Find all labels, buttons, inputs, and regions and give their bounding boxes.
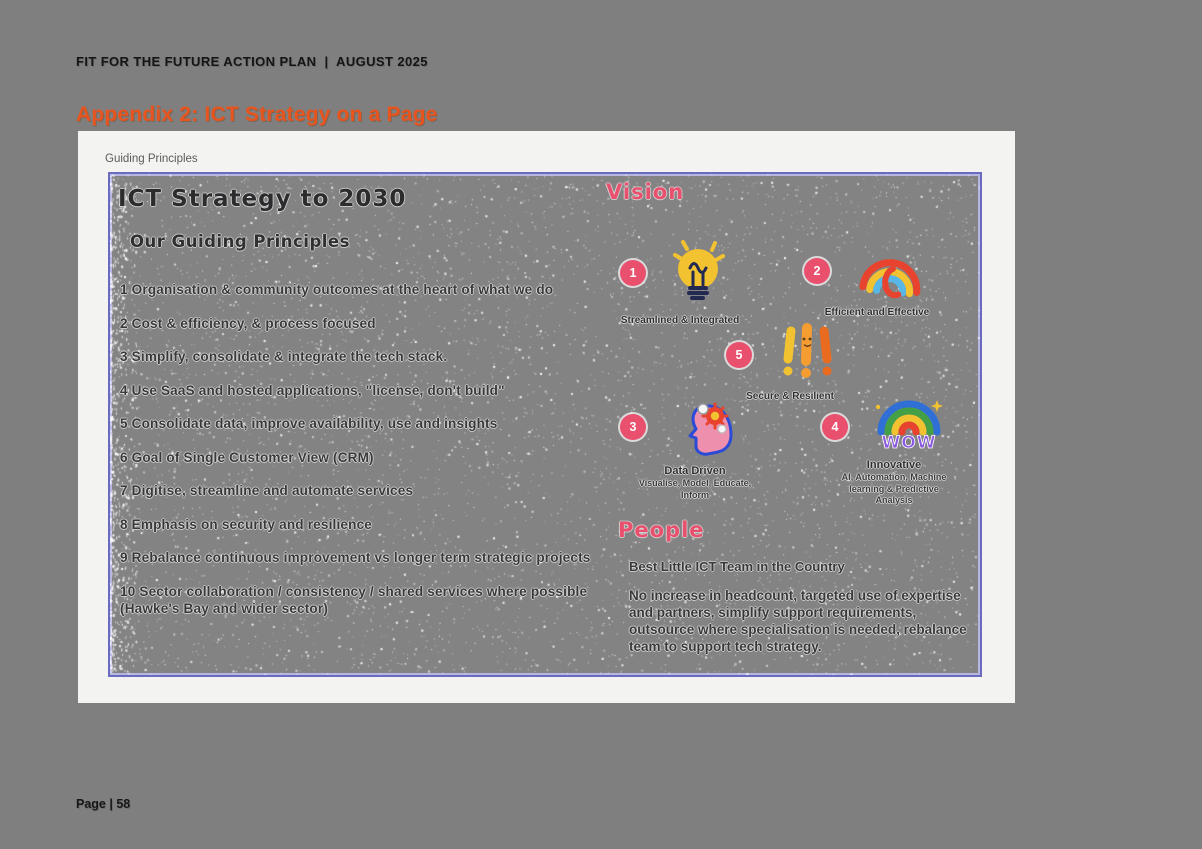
vision-item-sublabel: Visualise, Model, Educate, Inform xyxy=(638,478,752,500)
number-badge: 5 xyxy=(726,342,752,368)
number-badge: 1 xyxy=(620,260,646,286)
number-badge: 3 xyxy=(620,414,646,440)
principle-item: 10 Sector collaboration / consistency / … xyxy=(120,583,588,616)
principle-item: 4 Use SaaS and hosted applications, "lic… xyxy=(120,382,505,398)
people-body: No increase in headcount, targeted use o… xyxy=(629,588,967,654)
people-tagline: Best Little ICT Team in the Country xyxy=(629,559,845,574)
vision-item-label: Efficient and Effective xyxy=(824,307,930,318)
document-header: FIT FOR THE FUTURE ACTION PLAN | AUGUST … xyxy=(76,54,428,69)
principles-list: 1 Organisation & community outcomes at t… xyxy=(120,281,592,633)
page-number: Page | 58 xyxy=(76,797,131,811)
people-heading: People xyxy=(618,518,705,542)
slide-subtitle: Our Guiding Principles xyxy=(130,232,350,251)
vision-item-data-driven: 3 D xyxy=(610,394,780,501)
slide-title: ICT Strategy to 2030 xyxy=(118,186,407,212)
principle-item: 9 Rebalance continuous improvement vs lo… xyxy=(120,550,591,565)
principle-item: 5 Consolidate data, improve availability… xyxy=(120,416,498,431)
appendix-title: Appendix 2: ICT Strategy on a Page xyxy=(76,103,438,126)
vision-item-efficient: 2 Efficient and Effective xyxy=(782,240,972,318)
principle-item: 2 Cost & efficiency, & process focused xyxy=(120,315,376,331)
vision-item-streamlined: 1 xyxy=(588,232,772,326)
number-badge: 2 xyxy=(804,258,830,284)
wow-rainbow-icon: WOW xyxy=(844,394,974,457)
slide-content: ICT Strategy to 2030 Our Guiding Princip… xyxy=(110,174,980,675)
exclamation-marks-icon xyxy=(744,322,870,389)
principle-item: 1 Organisation & community outcomes at t… xyxy=(120,282,554,297)
number-badge: 4 xyxy=(822,414,848,440)
vision-item-label: Data Driven xyxy=(664,465,726,477)
principle-item: 3 Simplify, consolidate & integrate the … xyxy=(120,349,448,364)
principle-item: 8 Emphasis on security and resilience xyxy=(120,516,373,532)
ict-strategy-slide: ICT Strategy to 2030 Our Guiding Princip… xyxy=(108,172,982,677)
vision-item-label: Innovative xyxy=(866,459,922,471)
principle-item: 7 Digitise, streamline and automate serv… xyxy=(120,483,414,498)
embedded-slide-panel: Guiding Principles ICT Strategy to 2030 … xyxy=(78,131,1015,703)
lightbulb-icon xyxy=(624,232,772,313)
panel-label: Guiding Principles xyxy=(105,153,198,165)
svg-text:WOW: WOW xyxy=(882,433,937,452)
vision-item-sublabel: AI, Automation, Machine learning & Predi… xyxy=(841,472,947,505)
head-gears-icon xyxy=(640,394,780,463)
rainbow-doodle-icon xyxy=(816,240,972,305)
principle-item: 6 Goal of Single Customer View (CRM) xyxy=(120,449,374,465)
vision-item-innovative: 4 WOW xyxy=(814,394,974,507)
vision-item-secure: 5 xyxy=(710,322,870,402)
vision-heading: Vision xyxy=(606,180,685,204)
